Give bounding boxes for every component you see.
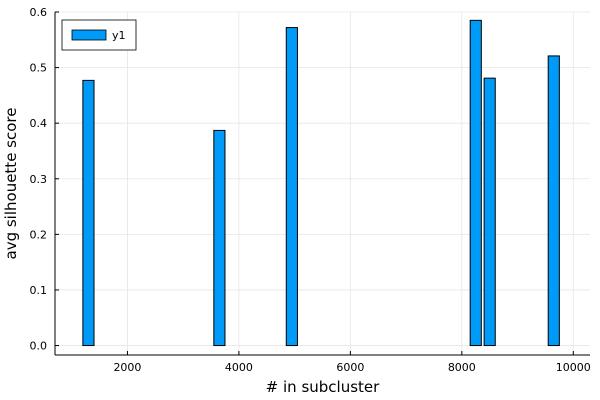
y-tick-label: 0.2 <box>30 228 48 241</box>
legend-label: y1 <box>112 29 126 42</box>
bar-1 <box>213 129 226 347</box>
y-tick-label: 0.4 <box>30 117 48 130</box>
bar-layer <box>82 19 560 347</box>
grid-layer <box>55 11 590 355</box>
bar-5 <box>547 55 560 347</box>
bar-0 <box>82 79 95 347</box>
legend: y1 <box>61 19 137 51</box>
y-tick-label: 0.1 <box>30 284 48 297</box>
y-tick-label: 0.5 <box>30 62 48 75</box>
y-tick-label: 0.6 <box>30 6 48 19</box>
x-tick-label: 6000 <box>336 361 364 374</box>
bar-3 <box>469 19 482 347</box>
label-layer: 2000 4000 6000 8000 10000 0.0 0.1 0.2 0.3 0.4 0.5 0… <box>2 6 591 396</box>
x-tick-label: 4000 <box>225 361 253 374</box>
y-axis-title: avg silhouette score <box>2 108 20 260</box>
x-tick-label: 8000 <box>448 361 476 374</box>
x-tick-label: 10000 <box>556 361 591 374</box>
legend-swatch <box>71 29 107 41</box>
y-tick-label: 0.0 <box>30 340 48 353</box>
bar-4 <box>483 77 496 347</box>
x-tick-label: 2000 <box>113 361 141 374</box>
axis-layer <box>54 11 590 356</box>
bar-2 <box>285 27 298 347</box>
y-tick-label: 0.3 <box>30 173 48 186</box>
x-axis-title: # in subcluster <box>266 378 380 396</box>
